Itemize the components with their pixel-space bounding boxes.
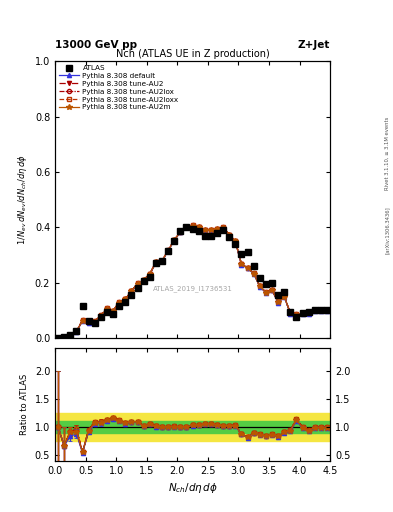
Y-axis label: $1/N_{ev}\,dN_{ev}/dN_{ch}/d\eta\,d\phi$: $1/N_{ev}\,dN_{ev}/dN_{ch}/d\eta\,d\phi$	[16, 154, 29, 245]
Title: Nch (ATLAS UE in Z production): Nch (ATLAS UE in Z production)	[116, 49, 270, 59]
Legend: ATLAS, Pythia 8.308 default, Pythia 8.308 tune-AU2, Pythia 8.308 tune-AU2lox, Py: ATLAS, Pythia 8.308 default, Pythia 8.30…	[57, 63, 180, 112]
Text: 13000 GeV pp: 13000 GeV pp	[55, 40, 137, 50]
Text: Z+Jet: Z+Jet	[298, 40, 330, 50]
X-axis label: $N_{ch}/d\eta\,d\phi$: $N_{ch}/d\eta\,d\phi$	[167, 481, 218, 495]
Y-axis label: Ratio to ATLAS: Ratio to ATLAS	[20, 374, 29, 435]
Text: Rivet 3.1.10, ≥ 3.1M events: Rivet 3.1.10, ≥ 3.1M events	[385, 117, 389, 190]
Text: ATLAS_2019_I1736531: ATLAS_2019_I1736531	[152, 285, 233, 291]
Text: [arXiv:1306.3436]: [arXiv:1306.3436]	[385, 206, 389, 254]
